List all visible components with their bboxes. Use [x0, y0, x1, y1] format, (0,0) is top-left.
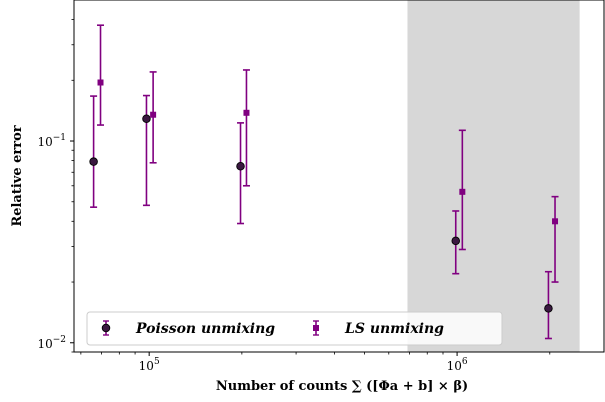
data-point-square: [459, 188, 466, 195]
legend-label: Poisson unmixing: [135, 321, 275, 337]
axis-ticks: 105 106 10−2 10−1: [37, 19, 551, 373]
legend-marker-square: [313, 325, 319, 331]
shaded-region-rect: [407, 0, 580, 352]
chart-marks: [89, 24, 559, 340]
data-point-circle: [236, 161, 245, 171]
legend-marker-circle: [101, 323, 111, 333]
x-tick-label: 106: [447, 357, 468, 373]
legend: Poisson unmixing LS unmixing: [86, 311, 503, 346]
legend-label: LS unmixing: [344, 321, 444, 337]
axes-frame: [73, 0, 605, 353]
x-tick-label: 105: [139, 357, 160, 373]
y-tick-label: 10−2: [37, 335, 66, 351]
data-point-square: [97, 79, 104, 86]
series-1: [89, 94, 553, 340]
legend-box: [86, 311, 503, 346]
data-point-circle: [89, 157, 98, 166]
series-2: [97, 24, 559, 283]
data-point-circle: [451, 236, 460, 246]
y-tick-label: 10−1: [37, 133, 66, 149]
data-point-square: [552, 218, 559, 225]
data-point-square: [243, 109, 250, 116]
y-axis-title: Relative error: [10, 125, 25, 226]
x-axis-title: Number of counts ∑ ([Φa + b] × β): [216, 379, 468, 394]
data-point-circle: [142, 114, 151, 123]
data-point-circle: [544, 304, 553, 313]
shaded-region: [407, 0, 580, 352]
data-point-square: [150, 111, 157, 118]
